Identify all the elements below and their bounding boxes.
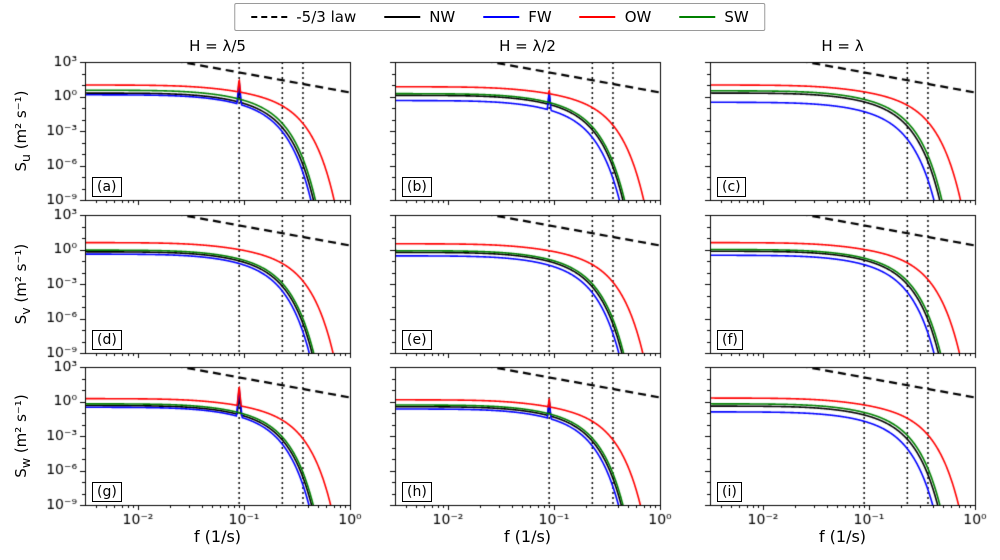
solid-line-icon [679, 16, 716, 18]
x-axis-label: f (1/s) [193, 527, 242, 546]
panel-label-b: (b) [402, 177, 432, 197]
legend-label: -5/3 law [296, 8, 357, 26]
panel-label-h: (h) [402, 482, 432, 502]
legend-label: OW [624, 8, 652, 26]
legend-label: FW [528, 8, 552, 26]
y-axis-label-sw: Sw (m² s⁻¹) [12, 394, 33, 478]
panel-label-a: (a) [92, 177, 122, 197]
panel-label-g: (g) [92, 482, 122, 502]
solid-line-icon [579, 16, 616, 18]
panel-label-c: (c) [717, 177, 746, 197]
legend-item: FW [483, 8, 552, 26]
solid-line-icon [384, 16, 421, 18]
legend-item: OW [579, 8, 652, 26]
legend-item: NW [384, 8, 455, 26]
panel-label-i: (i) [717, 482, 742, 502]
dashed-line-icon [251, 16, 288, 18]
column-title-lambda: H = λ [821, 37, 864, 55]
legend-item: SW [679, 8, 749, 26]
x-axis-label: f (1/s) [503, 527, 552, 546]
panel-label-d: (d) [92, 330, 122, 350]
legend-item: -5/3 law [251, 8, 356, 26]
legend-label: NW [429, 8, 456, 26]
legend-label: SW [724, 8, 749, 26]
legend: -5/3 law NW FW OW SW [234, 3, 766, 31]
panel-label-e: (e) [402, 330, 432, 350]
panel-label-f: (f) [717, 330, 743, 350]
column-title-lambda2: H = λ/2 [499, 37, 556, 55]
y-axis-label-sv: Sv (m² s⁻¹) [12, 243, 33, 325]
column-title-lambda5: H = λ/5 [189, 37, 246, 55]
y-axis-label-su: Su (m² s⁻¹) [12, 90, 33, 172]
x-axis-label: f (1/s) [818, 527, 867, 546]
solid-line-icon [483, 16, 520, 18]
